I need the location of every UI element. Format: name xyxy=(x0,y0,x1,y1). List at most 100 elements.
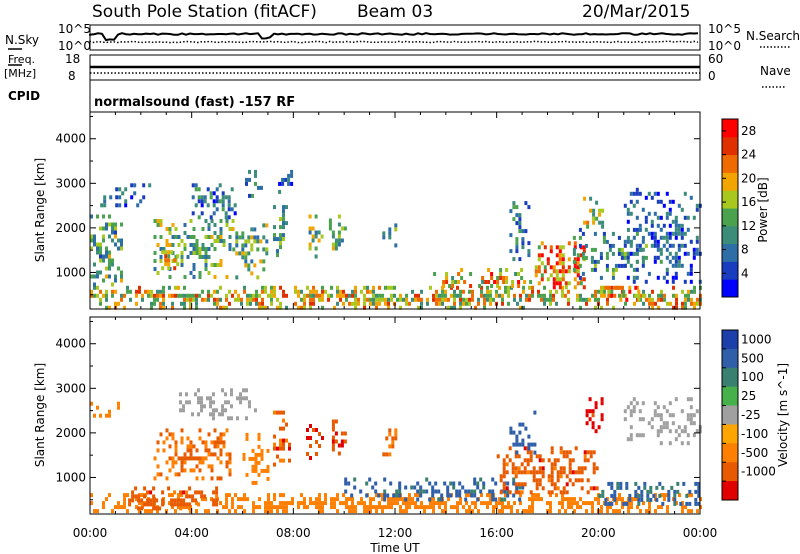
heatmap-cell-10 xyxy=(520,482,524,487)
heatmap-cell-9 xyxy=(449,481,453,486)
heatmap-cell-0 xyxy=(507,285,510,290)
heatmap-cell-10 xyxy=(562,454,566,459)
heatmap-cell-14 xyxy=(653,401,657,406)
heatmap-cell-15 xyxy=(512,205,516,210)
heatmap-cell-17 xyxy=(593,259,597,264)
heatmap-cell-17 xyxy=(581,271,585,276)
heatmap-cell-2 xyxy=(142,183,146,188)
heatmap-cell-0 xyxy=(642,501,645,506)
heatmap-cell-5 xyxy=(273,446,276,451)
heatmap-cell-3 xyxy=(219,263,223,267)
heatmap-cell-3 xyxy=(203,404,206,409)
heatmap-cell-18 xyxy=(665,231,669,236)
heatmap-cell-0 xyxy=(144,289,147,294)
heatmap-cell-0 xyxy=(330,501,333,506)
heatmap-cell-13 xyxy=(607,481,611,486)
heatmap-cell-0 xyxy=(501,297,504,302)
heatmap-cell-0 xyxy=(576,297,579,302)
heatmap-cell-0 xyxy=(273,285,276,290)
heatmap-cell-11 xyxy=(328,222,332,227)
heatmap-cell-2 xyxy=(195,448,199,453)
heatmap-cell-1 xyxy=(137,506,141,511)
heatmap-cell-0 xyxy=(594,289,597,294)
heatmap-cell-5 xyxy=(288,446,291,451)
heatmap-cell-14 xyxy=(576,281,580,286)
heatmap-cell-3 xyxy=(197,400,200,405)
heatmap-cell-13 xyxy=(469,284,473,288)
heatmap-cell-5 xyxy=(203,199,207,204)
heatmap-cell-14 xyxy=(665,421,669,426)
heatmap-cell-0 xyxy=(213,301,216,306)
power-colorbar-tick-label: 8 xyxy=(741,243,749,257)
heatmap-cell-0 xyxy=(450,305,453,310)
heatmap-cell-1 xyxy=(161,498,165,503)
heatmap-cell-6 xyxy=(309,436,312,440)
heatmap-cell-0 xyxy=(627,509,630,514)
heatmap-cell-4 xyxy=(170,250,174,255)
heatmap-cell-15 xyxy=(515,241,519,246)
heatmap-cell-10 xyxy=(317,238,321,243)
heatmap-cell-5 xyxy=(227,203,231,208)
heatmap-cell-9 xyxy=(419,485,423,490)
heatmap-cell-9 xyxy=(383,493,387,498)
heatmap-cell-0 xyxy=(162,293,165,298)
heatmap-cell-18 xyxy=(623,263,627,268)
heatmap-cell-1 xyxy=(120,222,123,227)
heatmap-cell-10 xyxy=(505,470,509,475)
heatmap-cell-18 xyxy=(635,267,639,272)
heatmap-cell-19 xyxy=(637,293,641,298)
heatmap-cell-0 xyxy=(159,289,162,294)
heatmap-cell-0 xyxy=(531,493,534,498)
heatmap-cell-5 xyxy=(221,207,225,212)
heatmap-cell-14 xyxy=(692,421,696,426)
heatmap-cell-3 xyxy=(200,408,203,413)
heatmap-cell-0 xyxy=(219,305,222,310)
heatmap-cell-9 xyxy=(416,497,420,502)
heatmap-cell-4 xyxy=(266,448,270,453)
heatmap-cell-0 xyxy=(129,289,132,294)
heatmap-cell-0 xyxy=(129,297,132,302)
heatmap-cell-9 xyxy=(281,177,285,182)
heatmap-cell-0 xyxy=(381,297,384,302)
power-colorbar-tick-label: 28 xyxy=(741,124,756,138)
heatmap-cell-5 xyxy=(209,215,213,220)
heatmap-cell-2 xyxy=(115,187,119,192)
heatmap-cell-0 xyxy=(540,497,543,502)
heatmap-cell-10 xyxy=(565,450,569,455)
heatmap-cell-0 xyxy=(279,505,282,510)
freq-tick-top: 18 xyxy=(65,52,80,66)
heatmap-cell-17 xyxy=(572,251,576,256)
heatmap-cell-0 xyxy=(486,293,489,298)
heatmap-cell-0 xyxy=(675,301,678,306)
heatmap-cell-0 xyxy=(618,493,621,498)
heatmap-cell-3 xyxy=(189,243,193,247)
heatmap-cell-0 xyxy=(510,509,513,514)
heatmap-cell-9 xyxy=(395,489,399,494)
heatmap-cell-3 xyxy=(216,235,220,239)
heatmap-cell-13 xyxy=(478,284,482,288)
heatmap-cell-0 xyxy=(276,297,279,302)
heatmap-cell-18 xyxy=(656,243,660,248)
heatmap-cell-17 xyxy=(590,255,594,260)
heatmap-cell-0 xyxy=(519,297,522,302)
heatmap-cell-0 xyxy=(153,301,156,306)
heatmap-cell-1 xyxy=(215,502,219,507)
heatmap-cell-2 xyxy=(180,440,184,445)
heatmap-cell-0 xyxy=(318,493,321,498)
heatmap-cell-2 xyxy=(156,472,160,477)
heatmap-cell-0 xyxy=(363,505,366,510)
heatmap-cell-0 xyxy=(348,293,351,298)
heatmap-cell-6 xyxy=(262,235,266,240)
heatmap-cell-18 xyxy=(686,227,690,232)
heatmap-cell-17 xyxy=(608,247,612,252)
heatmap-cell-1 xyxy=(191,494,195,499)
heatmap-cell-5 xyxy=(200,199,204,204)
heatmap-cell-3 xyxy=(224,408,227,413)
heatmap-cell-0 xyxy=(600,289,603,294)
heatmap-cell-10 xyxy=(577,466,581,471)
heatmap-cell-0 xyxy=(321,293,324,298)
heatmap-cell-0 xyxy=(447,297,450,302)
heatmap-cell-3 xyxy=(242,388,245,393)
heatmap-cell-8 xyxy=(282,209,285,214)
heatmap-cell-0 xyxy=(333,305,336,310)
